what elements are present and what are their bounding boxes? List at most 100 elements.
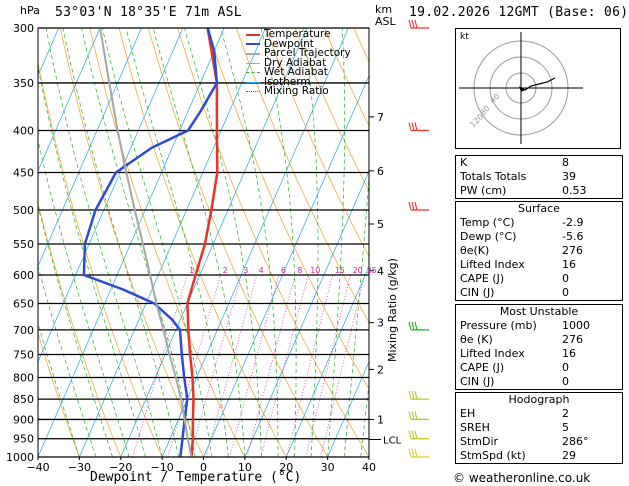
datetime-title: 19.02.2026 12GMT (Base: 06) [409, 5, 629, 20]
chart-legend: Temperature Dewpoint Parcel Trajectory Dry … [246, 29, 351, 97]
dry-adiabat-line [265, 28, 369, 258]
wet-adiabat-line [62, 28, 180, 457]
km-tick-label: 4 [377, 265, 384, 278]
wet-adiabat-line [45, 28, 163, 457]
km-tick-label: 1 [377, 413, 384, 426]
legend-entry: Isotherm [246, 75, 351, 88]
x-tick-label: 40 [362, 461, 376, 474]
index-totals: Totals Totals 39 [460, 170, 576, 183]
wet-adiabat-line [220, 28, 279, 457]
mixing-ratio-label: 8 [297, 266, 302, 275]
series-parcel-trajectory [99, 28, 193, 457]
location-title: 53°03'N 18°35'E 71m ASL [55, 5, 242, 20]
pressure-tick-label: 600 [13, 269, 34, 282]
legend-label: Isotherm [264, 75, 311, 88]
pressure-tick-label: 650 [13, 298, 34, 311]
legend-label: Mixing Ratio [264, 85, 329, 97]
wet-adiabat-line [125, 28, 229, 457]
wind-barb [408, 411, 429, 421]
legend-swatch [246, 91, 260, 93]
isotherm-line [244, 170, 369, 457]
hodograph-unit-label: kt [460, 32, 469, 42]
hodograph-indices-panel: Hodograph EH 2 SREH 5 StmDir 286° StmSpd (k… [455, 392, 623, 464]
isotherm-line [79, 28, 266, 457]
wet-adiabat-line [38, 65, 146, 457]
km-tick-label: 3 [377, 317, 384, 330]
km-tick-label: 2 [377, 363, 384, 376]
legend-label: Wet Adiabat [264, 66, 328, 78]
legend-entry: Mixing Ratio [246, 85, 351, 97]
wet-adiabat-line [302, 28, 319, 457]
dry-adiabat-line [38, 332, 80, 457]
pressure-tick-label: 900 [13, 413, 34, 426]
legend-swatch [246, 52, 260, 55]
pressure-tick-label: 800 [13, 371, 34, 384]
km-tick-label: 6 [377, 165, 384, 178]
km-tick-label: 7 [377, 111, 384, 124]
wind-barbs [408, 19, 429, 458]
mixing-ratio-label: 25 [367, 266, 377, 275]
wind-barb [408, 390, 429, 400]
mixing-ratio-label: 10 [310, 266, 320, 275]
series-dewpoint [82, 28, 219, 457]
isotherm-line [38, 28, 142, 268]
wet-adiabat-line [102, 28, 213, 457]
hodograph-chart: kt 40 80 120 [455, 28, 621, 149]
hodograph-title: Hodograph [508, 393, 570, 406]
wet-adiabat-line [81, 28, 196, 457]
mixing-ratio-label: 3 [243, 266, 248, 275]
x-tick-label: −40 [26, 461, 49, 474]
pressure-tick-label: 450 [13, 166, 34, 179]
mixing-ratio-label: 4 [259, 266, 264, 275]
pressure-tick-label: 550 [13, 238, 34, 251]
pressure-tick-label: 750 [13, 348, 34, 361]
legend-swatch [246, 72, 260, 74]
isotherm-line [327, 360, 369, 457]
most-unstable-panel: Most Unstable Pressure (mb) 1000 θe (K) 27… [455, 304, 623, 390]
km-tick-label: 5 [377, 218, 384, 231]
wet-adiabat-line [260, 28, 297, 457]
wet-adiabat-line [360, 380, 369, 457]
wind-barb [408, 321, 429, 331]
pressure-tick-label: 850 [13, 393, 34, 406]
lcl-label: LCL [383, 435, 402, 446]
surface-panel: Surface Temp (°C) -2.9 Dewp (°C) -5.6 θe(K… [455, 201, 623, 301]
pressure-tick-label: 1000 [6, 451, 34, 464]
x-tick-label: −10 [151, 461, 174, 474]
mixing-ratio-label: 15 [335, 266, 345, 275]
wind-barb [408, 19, 429, 29]
pressure-axis-label: hPa [20, 4, 40, 17]
x-tick-label: 30 [321, 461, 335, 474]
legend-entry: Parcel Trajectory [246, 48, 351, 59]
km-ticks: 1 2 3 4 5 6 7 LCL [369, 111, 402, 446]
wind-barb [408, 122, 429, 132]
wind-barb [408, 430, 429, 440]
isotherm-line [203, 74, 369, 457]
mixing-ratio-label: 1 [189, 266, 194, 275]
pressure-tick-label: 300 [13, 22, 34, 35]
km-axis-label: km ASL [375, 3, 396, 28]
storm-motion-marker [519, 86, 525, 92]
mixing-ratio-label: 20 [353, 266, 363, 275]
isotherm-grid [38, 28, 369, 457]
surface-title: Surface [518, 202, 560, 215]
mixing-ratio-line [320, 274, 366, 457]
dry-adiabat-line [294, 28, 369, 192]
dry-adiabat-line [60, 28, 204, 457]
mixing-ratio-label: 2 [223, 266, 228, 275]
isotherm-line [38, 28, 101, 172]
legend-entry: Temperature [246, 29, 351, 40]
wet-adiabat-line [38, 138, 130, 457]
sounding-series [82, 28, 219, 457]
mixing-ratio-label: 6 [281, 266, 286, 275]
legend-swatch [246, 43, 260, 46]
mixing-ratio-line [167, 274, 221, 457]
isotherm-line [38, 28, 184, 363]
index-pw: PW (cm) 0.53 [460, 184, 587, 197]
legend-swatch [246, 81, 260, 83]
x-axis-label: Dewpoint / Temperature (°C) [90, 470, 302, 485]
mixing-ratio-axis-label: Mixing Ratio (g/kg) [386, 258, 399, 362]
